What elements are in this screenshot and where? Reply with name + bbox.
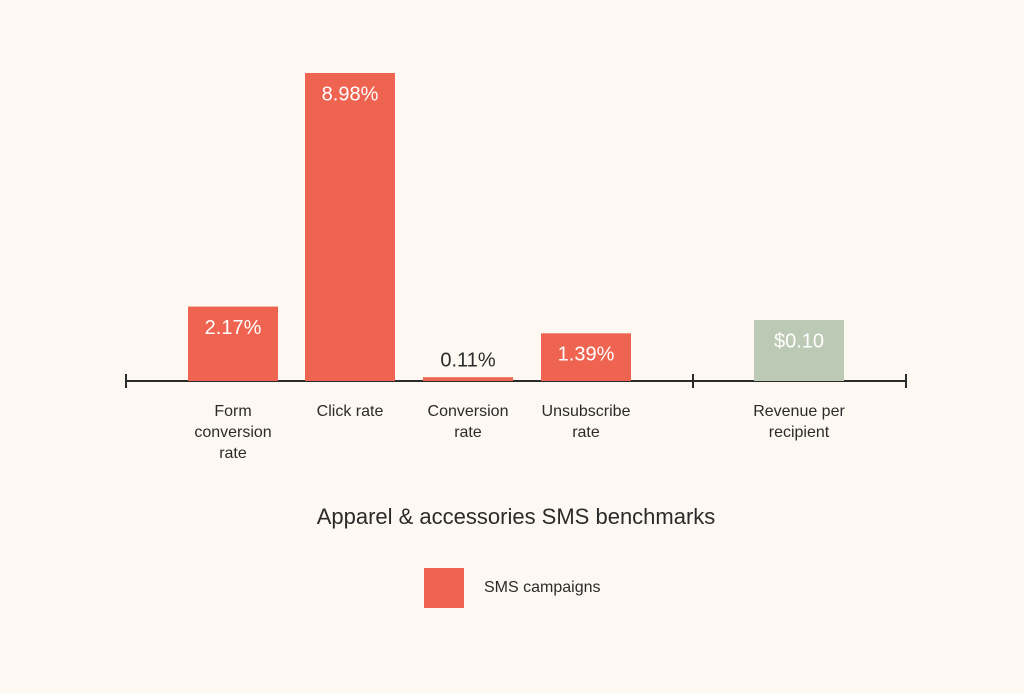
x-tick-label: Revenue per recipient [753, 403, 845, 441]
value-label: 8.98% [322, 83, 379, 105]
value-label: 0.11% [440, 350, 495, 372]
legend-label: SMS campaigns [484, 579, 601, 596]
legend-swatch [424, 568, 464, 608]
bar [541, 333, 631, 381]
chart-title: Apparel & accessories SMS benchmarks [317, 504, 716, 529]
x-tick-label: Form conversion rate [194, 403, 272, 462]
value-label: 2.17% [205, 317, 262, 339]
value-label: $0.10 [774, 330, 824, 352]
x-tick-label: Click rate [316, 403, 384, 420]
bar [305, 73, 395, 381]
bar [188, 306, 278, 381]
bar [754, 320, 844, 381]
bar [423, 377, 513, 381]
x-tick-label: Conversion rate [427, 403, 509, 441]
value-label: 1.39% [558, 344, 615, 366]
x-tick-label: Unsubscribe rate [541, 403, 631, 441]
